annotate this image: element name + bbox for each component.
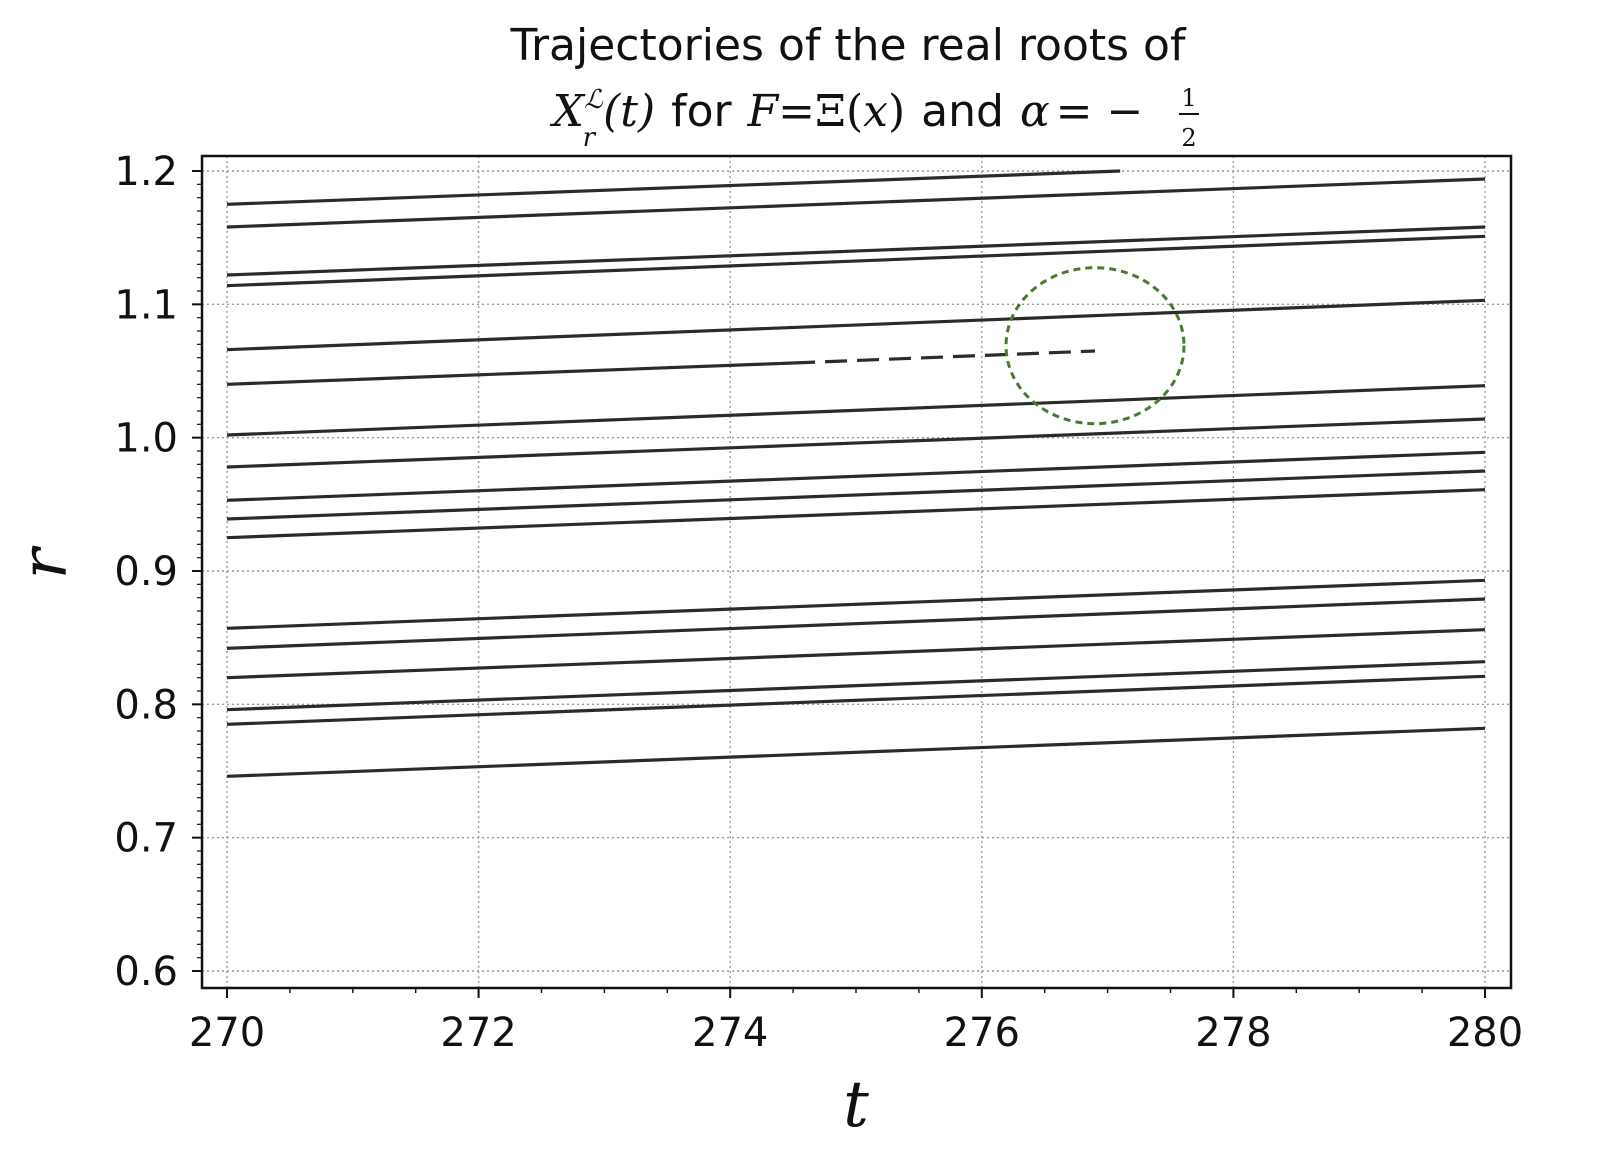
y-tick-label: 0.6 — [114, 949, 178, 995]
x-tick-label: 278 — [1195, 1010, 1271, 1056]
x-tick-labels: 270 272 274 276 278 280 — [189, 1010, 1523, 1056]
x-tick-label: 276 — [944, 1010, 1020, 1056]
highlight-circle — [1004, 266, 1186, 426]
title-sub: r — [583, 123, 597, 153]
y-tick-label: 1.0 — [114, 416, 178, 462]
y-tick-label: 0.8 — [114, 682, 178, 728]
minor-ticks — [197, 170, 1486, 993]
title-x: x — [863, 86, 888, 137]
root-trajectory-2 — [226, 177, 1486, 229]
root-trajectory-13 — [226, 578, 1486, 630]
root-trajectory-11 — [226, 469, 1486, 521]
series-group — [226, 169, 1486, 778]
root-trajectory-16 — [226, 660, 1486, 712]
y-tick-label: 1.1 — [114, 282, 178, 328]
x-axis-label: t — [843, 1068, 869, 1142]
title-eq1: = — [778, 86, 815, 137]
title-X: X — [550, 86, 586, 137]
root-trajectory-8 — [226, 384, 1486, 437]
root-trajectory-17 — [226, 674, 1486, 726]
root-trajectory-7 — [793, 349, 1096, 365]
x-tick-label: 280 — [1447, 1010, 1523, 1056]
title-fraction-num: 1 — [1181, 84, 1196, 112]
chart-title: Trajectories of the real roots of Xℒ r(t)… — [510, 20, 1199, 153]
chart-title-line2: Xℒ r(t) for F=Ξ(x) and α = − — [550, 85, 1144, 153]
title-close: ) — [888, 86, 905, 137]
chart-title-line1: Trajectories of the real roots of — [510, 20, 1187, 71]
root-trajectory-10 — [226, 450, 1486, 502]
plot-frame — [200, 154, 1513, 990]
x-tick-label: 272 — [440, 1010, 516, 1056]
x-tick-label: 274 — [692, 1010, 768, 1056]
y-tick-labels: 0.6 0.7 0.8 0.9 1.0 1.1 1.2 — [114, 149, 178, 995]
y-axis-label: r — [8, 545, 82, 579]
root-trajectory-1 — [226, 169, 1121, 206]
title-alpha: α — [1020, 86, 1050, 137]
title-fraction: 1 2 — [1179, 84, 1199, 152]
root-trajectory-14 — [226, 597, 1486, 650]
y-tick-label: 0.9 — [114, 549, 178, 595]
title-F: F — [747, 86, 780, 137]
title-arg: (t) — [603, 86, 655, 137]
root-trajectory-5 — [226, 298, 1486, 352]
x-tick-label: 270 — [189, 1010, 265, 1056]
title-eq2: = − — [1056, 86, 1144, 137]
major-ticks — [192, 170, 1486, 998]
root-trajectory-18 — [226, 726, 1486, 778]
y-tick-label: 0.7 — [114, 816, 178, 862]
root-trajectory-3 — [226, 225, 1486, 277]
root-trajectory-12 — [226, 488, 1486, 540]
root-trajectory-9 — [226, 417, 1486, 469]
root-trajectory-15 — [226, 628, 1486, 680]
title-fraction-den: 2 — [1181, 124, 1196, 152]
root-trajectory-6 — [226, 361, 794, 386]
title-sup: ℒ — [584, 85, 604, 115]
root-trajectory-4 — [226, 234, 1486, 288]
title-and: and — [921, 86, 1004, 137]
grid — [202, 156, 1511, 988]
annotation-group — [1004, 266, 1186, 426]
title-xi: Ξ( — [815, 86, 863, 137]
y-tick-label: 1.2 — [114, 149, 178, 195]
title-for: for — [671, 86, 732, 137]
